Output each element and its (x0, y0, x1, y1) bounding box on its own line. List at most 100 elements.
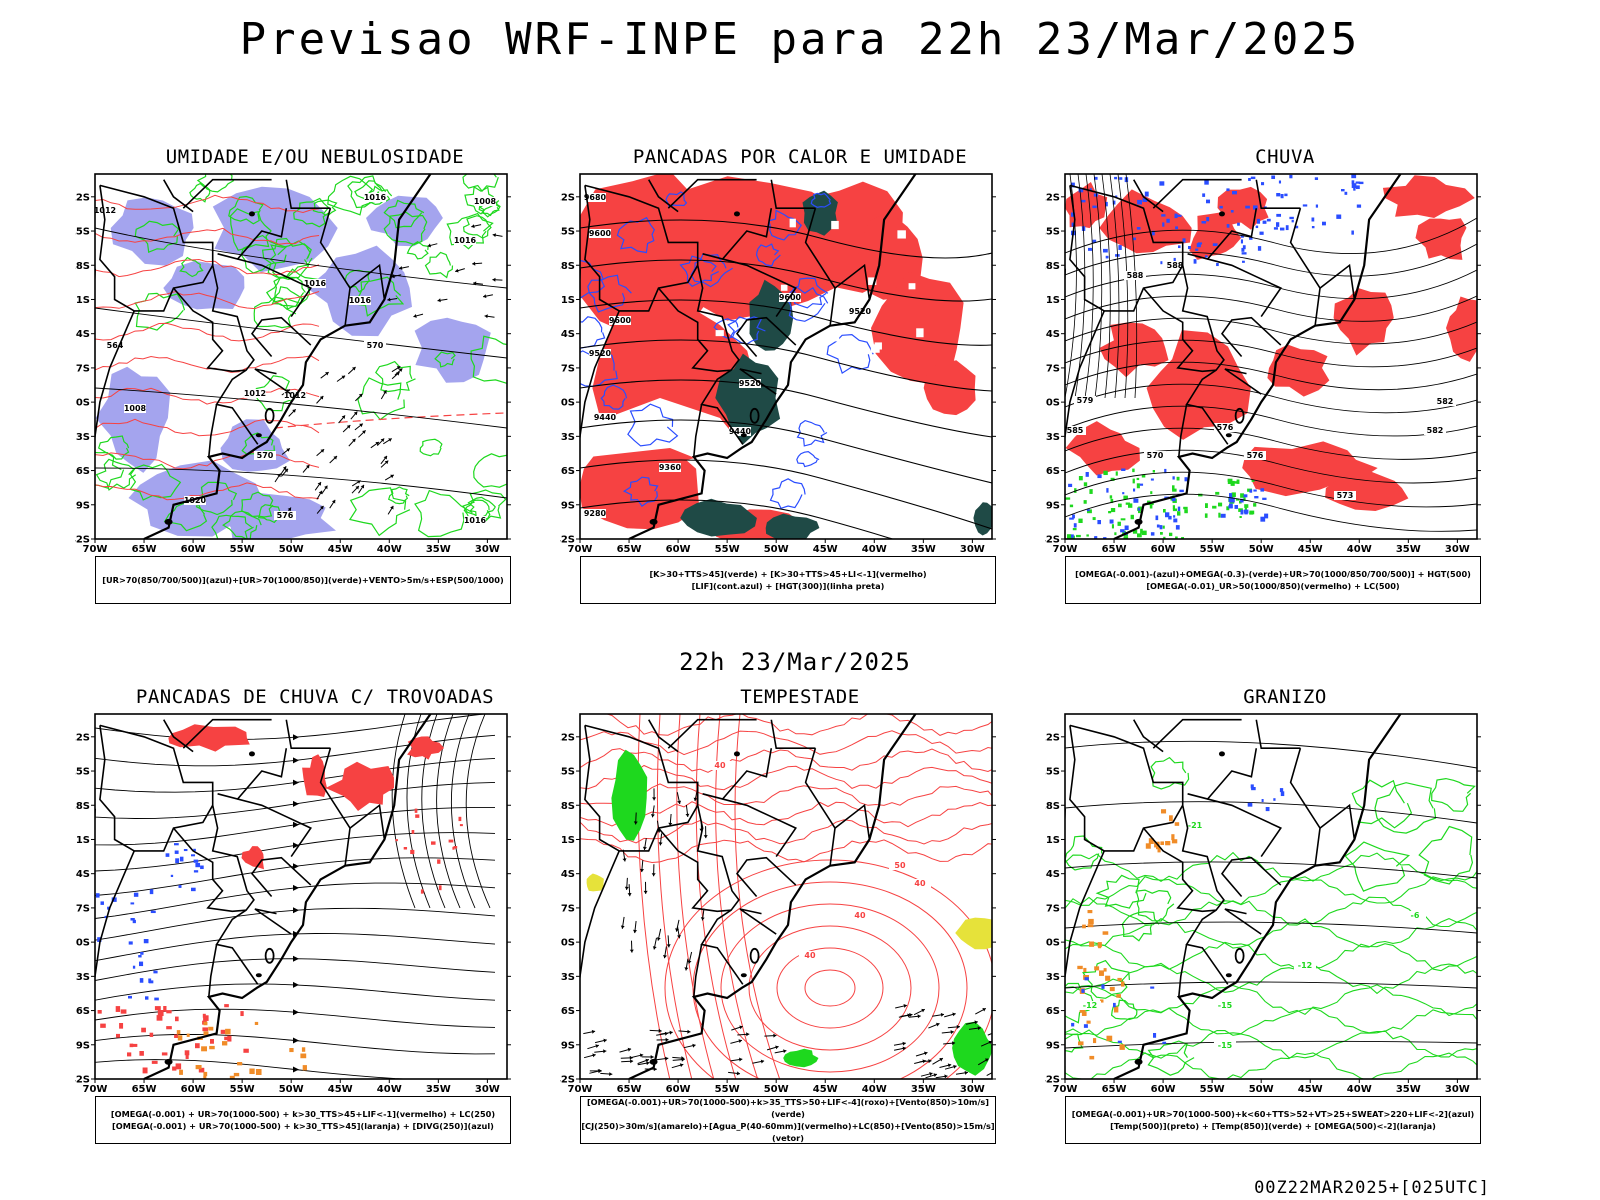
lat-label: 18S (560, 801, 575, 812)
wind-vector (320, 449, 325, 453)
border-line (1255, 719, 1301, 749)
wind-vector (331, 499, 336, 504)
streamline-250hpa-arrow (293, 884, 299, 891)
run-time-label: 00Z22MAR2025+[025UTC] (1254, 1178, 1490, 1198)
lat-label: 15S (560, 767, 575, 778)
wind-vector (287, 507, 291, 512)
omega-area-blue (1351, 183, 1357, 189)
streamline (1093, 174, 1103, 399)
temp850-contour (1351, 779, 1413, 829)
omega-area-blue (1289, 174, 1293, 179)
hgt500-contour (1065, 217, 1477, 255)
divergence-area-blue (145, 996, 149, 1000)
border-line (721, 748, 773, 801)
omega-area-green (1123, 536, 1129, 539)
omega-area-green (1108, 511, 1112, 514)
wind850-vector (663, 955, 667, 959)
temp850-contour (1150, 756, 1190, 790)
wind-vector (325, 372, 329, 376)
wind-vector (320, 505, 324, 510)
hail-area-blue (1280, 791, 1285, 797)
lat-label: 27S (1045, 903, 1060, 914)
instability-area-darkgreen (680, 498, 757, 537)
lake-shape (164, 518, 173, 525)
divergence-area-blue (130, 902, 135, 905)
contour-label: 570 (257, 451, 274, 460)
omega-area-blue (1261, 182, 1265, 186)
border-line (834, 803, 871, 840)
thunderstorm-area-red (224, 1036, 228, 1041)
border-line (285, 719, 331, 749)
hgt500-contour (1065, 449, 1477, 484)
omega-area-green (1172, 485, 1175, 490)
omega500-area-orange (1086, 1020, 1091, 1024)
omega-area-blue (1264, 513, 1269, 519)
lat-label: 12S (560, 192, 575, 203)
lon-label: 35W (1396, 544, 1421, 555)
contour-label: 570 (1147, 451, 1164, 460)
border-line (208, 944, 218, 997)
wind-vector (492, 233, 496, 238)
omega500-area-orange (1171, 834, 1175, 841)
map-layers: 40 40 40 50 40 (580, 714, 992, 1079)
wind850-vector (703, 835, 708, 839)
divergence-area-blue (183, 849, 188, 852)
divergence-area-blue (174, 843, 179, 846)
wind850-vector (739, 1025, 743, 1030)
omega-area-green (1137, 533, 1142, 538)
omega-area-green (1163, 536, 1166, 539)
lat-label: 42S (75, 1075, 90, 1086)
thunderstorm-area-red (157, 1010, 164, 1016)
rain-area-red (1333, 288, 1394, 356)
lc850-contour (664, 859, 992, 1079)
panel-title: CHUVA (1255, 146, 1315, 168)
omega500-area-orange (1145, 843, 1151, 849)
divergence-area-blue (150, 910, 156, 914)
hail-area-blue (1273, 798, 1276, 801)
omega-area-blue (1226, 224, 1230, 228)
omega-area-blue (1097, 474, 1102, 479)
thunderstorm-area-red (149, 1032, 154, 1037)
contour-label-bg (1404, 911, 1426, 920)
hgt500-contour (1065, 427, 1477, 460)
wind-vector (346, 425, 351, 429)
streamline-250hpa (95, 958, 496, 981)
omega-area-green (1162, 525, 1165, 529)
divergence-area-blue (191, 887, 196, 892)
lifted-index-contour (755, 243, 781, 267)
divergence-area-blue (165, 853, 170, 857)
border-line (648, 179, 679, 213)
shower-area-orange (203, 1021, 208, 1026)
hail-area-blue (1081, 988, 1085, 993)
main-title: Previsao WRF-INPE para 22h 23/Mar/2025 (239, 14, 1361, 65)
wind-vector (352, 438, 356, 443)
thunderstorm-area-red (175, 1016, 179, 1022)
omega-area-blue (1226, 188, 1230, 192)
lake-shape (1234, 407, 1245, 424)
omega-area-green (1074, 488, 1077, 493)
omega-area-blue (1142, 198, 1148, 202)
contour-label: 570 (367, 341, 384, 350)
omega-area-green (1117, 521, 1121, 526)
border-line (702, 253, 797, 318)
border-line (1289, 747, 1321, 866)
shower-area-orange (222, 1041, 228, 1046)
border-line (770, 179, 816, 209)
omega-area-blue (1159, 525, 1163, 530)
thunderstorm-area-red (202, 1027, 208, 1032)
omega-area-green (1123, 495, 1128, 500)
omega-area-green (1183, 506, 1188, 510)
humidity-area-blue (366, 195, 443, 247)
wind850-vector (658, 842, 663, 846)
wind850-vector (646, 1061, 650, 1066)
omega-area-blue (1109, 519, 1114, 524)
divergence-area-blue (95, 893, 100, 898)
lon-label: 60W (1151, 544, 1176, 555)
lon-label: 55W (230, 1084, 255, 1095)
temp850-contour (1110, 999, 1138, 1021)
wind850-vector (630, 1059, 634, 1064)
omega500-area-orange (1089, 1055, 1095, 1060)
omega-area-green (1218, 502, 1223, 507)
shower-area-orange (249, 1068, 255, 1075)
omega-area-blue (1188, 246, 1191, 250)
